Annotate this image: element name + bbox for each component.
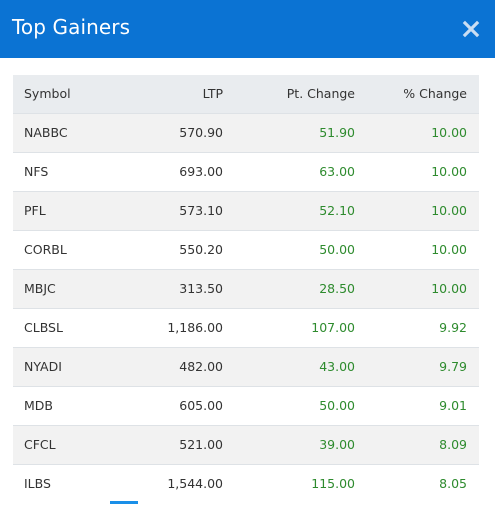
cell-pct-change: 10.00 bbox=[431, 242, 467, 257]
table-row[interactable]: ILBS 1,544.00 115.00 8.05 bbox=[13, 464, 479, 503]
table-header-row: Symbol LTP Pt. Change % Change bbox=[13, 75, 479, 113]
header-pct-change[interactable]: % Change bbox=[403, 86, 467, 102]
cell-ltp: 570.90 bbox=[179, 125, 223, 140]
cell-pct-change: 9.92 bbox=[439, 320, 467, 335]
cell-symbol: MBJC bbox=[24, 281, 56, 296]
cell-symbol: ILBS bbox=[24, 476, 51, 492]
cell-pct-change: 9.01 bbox=[439, 398, 467, 413]
cell-pt-change: 50.00 bbox=[319, 398, 355, 413]
cell-pct-change: 10.00 bbox=[431, 281, 467, 296]
cell-ltp: 573.10 bbox=[179, 203, 223, 218]
cell-ltp: 482.00 bbox=[179, 359, 223, 374]
cell-symbol: MDB bbox=[24, 398, 53, 413]
cell-ltp: 550.20 bbox=[179, 242, 223, 257]
cell-symbol: NABBC bbox=[24, 125, 68, 140]
cell-pt-change: 51.90 bbox=[319, 125, 355, 140]
modal-title: Top Gainers bbox=[12, 15, 131, 39]
table-row[interactable]: MDB 605.00 50.00 9.01 bbox=[13, 386, 479, 425]
cell-pct-change: 8.09 bbox=[439, 437, 467, 452]
cell-pct-change: 8.05 bbox=[439, 476, 467, 492]
table-row[interactable]: NABBC 570.90 51.90 10.00 bbox=[13, 113, 479, 152]
cell-symbol: PFL bbox=[24, 203, 46, 218]
cell-symbol: CLBSL bbox=[24, 320, 63, 335]
table-row[interactable]: CORBL 550.20 50.00 10.00 bbox=[13, 230, 479, 269]
cell-ltp: 521.00 bbox=[179, 437, 223, 452]
cell-pct-change: 10.00 bbox=[431, 125, 467, 140]
cell-pt-change: 43.00 bbox=[319, 359, 355, 374]
cell-pt-change: 50.00 bbox=[319, 242, 355, 257]
table-row[interactable]: PFL 573.10 52.10 10.00 bbox=[13, 191, 479, 230]
cell-pt-change: 115.00 bbox=[311, 476, 355, 492]
cell-ltp: 313.50 bbox=[179, 281, 223, 296]
cell-ltp: 693.00 bbox=[179, 164, 223, 179]
table-row[interactable]: NFS 693.00 63.00 10.00 bbox=[13, 152, 479, 191]
cell-ltp: 1,186.00 bbox=[167, 320, 223, 335]
cell-pt-change: 39.00 bbox=[319, 437, 355, 452]
cell-symbol: CFCL bbox=[24, 437, 56, 452]
cell-pt-change: 52.10 bbox=[319, 203, 355, 218]
table-row[interactable]: CLBSL 1,186.00 107.00 9.92 bbox=[13, 308, 479, 347]
cell-pt-change: 28.50 bbox=[319, 281, 355, 296]
scroll-indicator[interactable] bbox=[110, 501, 138, 504]
header-pt-change[interactable]: Pt. Change bbox=[286, 86, 355, 102]
cell-pt-change: 107.00 bbox=[311, 320, 355, 335]
cell-ltp: 1,544.00 bbox=[167, 476, 223, 492]
gainers-table: Symbol LTP Pt. Change % Change NABBC 570.… bbox=[13, 75, 479, 503]
cell-symbol: CORBL bbox=[24, 242, 67, 257]
table-row[interactable]: CFCL 521.00 39.00 8.09 bbox=[13, 425, 479, 464]
cell-symbol: NYADI bbox=[24, 359, 62, 374]
cell-symbol: NFS bbox=[24, 164, 49, 179]
cell-pct-change: 10.00 bbox=[431, 164, 467, 179]
table-row[interactable]: NYADI 482.00 43.00 9.79 bbox=[13, 347, 479, 386]
header-symbol[interactable]: Symbol bbox=[24, 86, 71, 102]
cell-pct-change: 10.00 bbox=[431, 203, 467, 218]
cell-pct-change: 9.79 bbox=[439, 359, 467, 374]
gainers-table-container[interactable]: Symbol LTP Pt. Change % Change NABBC 570.… bbox=[13, 75, 479, 503]
cell-pt-change: 63.00 bbox=[319, 164, 355, 179]
close-icon[interactable] bbox=[461, 16, 481, 42]
cell-ltp: 605.00 bbox=[179, 398, 223, 413]
table-row[interactable]: MBJC 313.50 28.50 10.00 bbox=[13, 269, 479, 308]
header-ltp[interactable]: LTP bbox=[202, 86, 223, 102]
modal-header: Top Gainers bbox=[0, 0, 495, 58]
